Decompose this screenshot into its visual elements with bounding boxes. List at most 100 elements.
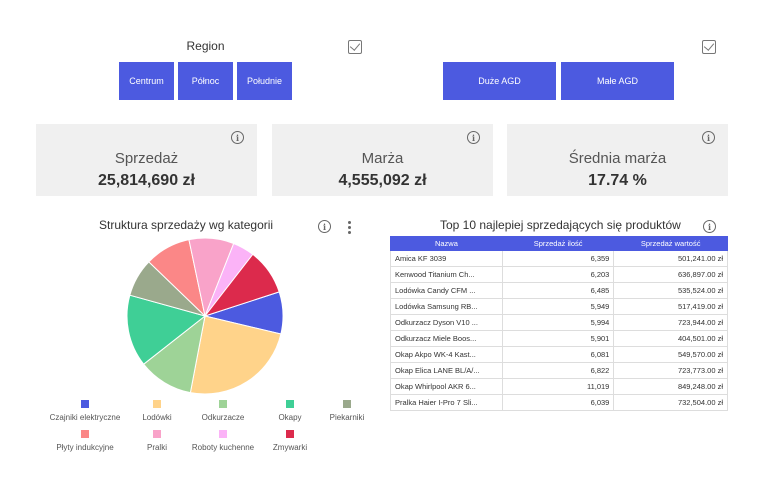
legend-swatch <box>219 430 227 438</box>
legend-item[interactable]: Zmywarki <box>245 430 335 452</box>
cell-value: 501,241.00 zł <box>613 250 728 267</box>
cell-quantity: 6,359 <box>502 250 615 267</box>
table-title: Top 10 najlepiej sprzedających się produ… <box>440 218 681 232</box>
cell-name: Okap Akpo WK-4 Kast... <box>390 346 503 363</box>
cell-value: 549,570.00 zł <box>613 346 728 363</box>
pie-slice[interactable] <box>203 253 280 317</box>
region-slicer-title: Region <box>186 39 225 53</box>
info-icon[interactable]: i <box>467 131 480 144</box>
kpi-label: Średnia marża <box>568 150 667 167</box>
cell-quantity: 5,949 <box>502 298 615 315</box>
kpi-value: 17.74 % <box>588 172 647 189</box>
column-header-name[interactable]: Nazwa <box>390 236 503 251</box>
legend-item[interactable]: Pralki <box>112 430 202 452</box>
legend-label: Płyty indukcyjne <box>56 443 114 452</box>
cell-value: 723,773.00 zł <box>613 362 728 379</box>
cell-name: Amica KF 3039 <box>390 250 503 267</box>
kpi-label: Sprzedaż <box>114 150 179 167</box>
table-row[interactable]: Lodówka Samsung RB... 5,949 517,419.00 zł <box>390 298 728 315</box>
legend-item[interactable]: Okapy <box>245 400 335 422</box>
pie-chart-title: Struktura sprzedaży wg kategorii <box>99 218 274 232</box>
legend-label: Piekarniki <box>329 413 365 422</box>
legend-label: Pralki <box>146 443 167 452</box>
pie-slice[interactable] <box>189 315 282 395</box>
checkbox-icon[interactable] <box>348 40 362 54</box>
pie-slice[interactable] <box>142 314 206 394</box>
cell-quantity: 6,039 <box>502 394 615 411</box>
legend-item[interactable]: Odkurzacze <box>178 400 268 422</box>
legend-label: Odkurzacze <box>201 413 245 422</box>
legend-swatch <box>343 400 351 408</box>
region-button-polnoc[interactable]: Północ <box>178 62 233 100</box>
cell-value: 723,944.00 zł <box>613 314 728 331</box>
legend-item[interactable]: Piekarniki <box>302 400 392 422</box>
pie-slice[interactable] <box>204 242 254 317</box>
cell-name: Odkurzacz Dyson V10 ... <box>390 314 503 331</box>
info-icon[interactable]: i <box>702 131 715 144</box>
info-icon[interactable]: i <box>231 131 244 144</box>
region-button-poludnie[interactable]: Południe <box>237 62 292 100</box>
segment-button-male-agd[interactable]: Małe AGD <box>561 62 674 100</box>
legend-item[interactable]: Płyty indukcyjne <box>40 430 130 452</box>
more-options-icon[interactable] <box>348 221 352 236</box>
legend-swatch <box>286 400 294 408</box>
cell-quantity: 6,485 <box>502 282 615 299</box>
cell-value: 636,897.00 zł <box>613 266 728 283</box>
legend-swatch <box>286 430 294 438</box>
table-row[interactable]: Okap Whirlpool AKR 6... 11,019 849,248.00 … <box>390 378 728 395</box>
kpi-value: 25,814,690 zł <box>98 172 195 189</box>
legend-swatch <box>219 400 227 408</box>
table-row[interactable]: Odkurzacz Dyson V10 ... 5,994 723,944.00 z… <box>390 314 728 331</box>
table-row[interactable]: Amica KF 3039 6,359 501,241.00 zł <box>390 250 728 267</box>
cell-value: 732,504.00 zł <box>613 394 728 411</box>
segment-button-duze-agd[interactable]: Duże AGD <box>443 62 556 100</box>
legend-label: Czajniki elektryczne <box>49 413 121 422</box>
table-row[interactable]: Kenwood Titanium Ch... 6,203 636,897.00 zł <box>390 266 728 283</box>
cell-name: Pralka Haier I-Pro 7 Sli... <box>390 394 503 411</box>
kpi-label: Marża <box>361 150 404 167</box>
table-row[interactable]: Lodówka Candy CFM ... 6,485 535,524.00 zł <box>390 282 728 299</box>
cell-name: Okap Elica LANE BL/A/... <box>390 362 503 379</box>
legend-label: Roboty kuchenne <box>191 443 255 452</box>
cell-name: Lodówka Samsung RB... <box>390 298 503 315</box>
pie-slice[interactable] <box>129 261 206 317</box>
cell-name: Okap Whirlpool AKR 6... <box>390 378 503 395</box>
cell-quantity: 11,019 <box>502 378 615 395</box>
kpi-card-avg-margin: i Średnia marża 17.74 % <box>507 124 728 196</box>
legend-label: Okapy <box>278 413 302 422</box>
region-button-centrum[interactable]: Centrum <box>119 62 174 100</box>
kpi-value: 4,555,092 zł <box>338 172 427 189</box>
cell-quantity: 6,822 <box>502 362 615 379</box>
cell-value: 517,419.00 zł <box>613 298 728 315</box>
cell-name: Odkurzacz Miele Boos... <box>390 330 503 347</box>
cell-quantity: 6,203 <box>502 266 615 283</box>
column-header-quantity[interactable]: Sprzedaż ilość <box>501 236 615 251</box>
info-icon[interactable]: i <box>703 220 716 233</box>
top10-products-table: Nazwa Sprzedaż ilość Sprzedaż wartość Am… <box>390 236 728 411</box>
column-header-value[interactable]: Sprzedaż wartość <box>613 236 728 251</box>
cell-value: 535,524.00 zł <box>613 282 728 299</box>
pie-slice[interactable] <box>148 239 206 318</box>
table-row[interactable]: Okap Akpo WK-4 Kast... 6,081 549,570.00 zł <box>390 346 728 363</box>
table-row[interactable]: Okap Elica LANE BL/A/... 6,822 723,773.00 … <box>390 362 728 379</box>
pie-slice[interactable] <box>126 294 207 365</box>
cell-value: 849,248.00 zł <box>613 378 728 395</box>
cell-quantity: 5,901 <box>502 330 615 347</box>
cell-value: 404,501.00 zł <box>613 330 728 347</box>
legend-label: Zmywarki <box>272 443 308 452</box>
legend-item[interactable]: Roboty kuchenne <box>178 430 268 452</box>
pie-slice[interactable] <box>203 291 284 335</box>
checkbox-icon[interactable] <box>702 40 716 54</box>
legend-item[interactable]: Lodówki <box>112 400 202 422</box>
kpi-card-sales: i Sprzedaż 25,814,690 zł <box>36 124 257 196</box>
info-icon[interactable]: i <box>318 220 331 233</box>
pie-slice[interactable] <box>188 237 235 318</box>
legend-swatch <box>153 400 161 408</box>
table-row[interactable]: Odkurzacz Miele Boos... 5,901 404,501.00 z… <box>390 330 728 347</box>
kpi-card-margin: i Marża 4,555,092 zł <box>272 124 493 196</box>
legend-item[interactable]: Czajniki elektryczne <box>40 400 130 422</box>
legend-label: Lodówki <box>142 413 172 422</box>
table-row[interactable]: Pralka Haier I-Pro 7 Sli... 6,039 732,504.… <box>390 394 728 411</box>
cell-name: Lodówka Candy CFM ... <box>390 282 503 299</box>
cell-quantity: 6,081 <box>502 346 615 363</box>
